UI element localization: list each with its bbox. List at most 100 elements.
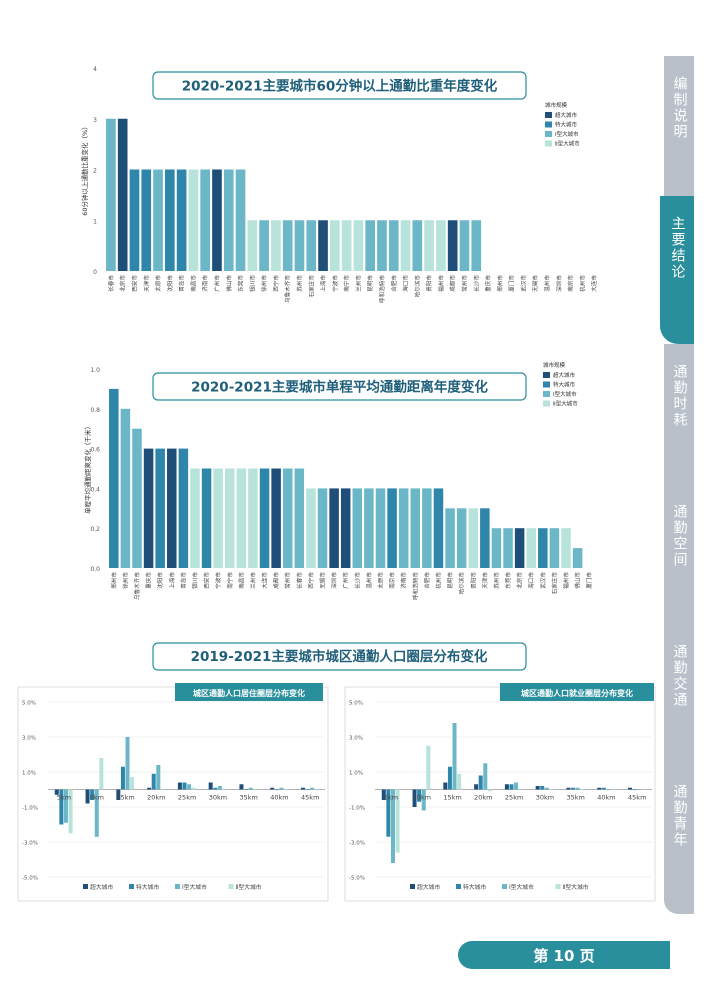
bar xyxy=(54,789,59,795)
chart-title-badge xyxy=(175,683,323,701)
bar xyxy=(375,488,386,568)
side-tab-commute-time[interactable]: 通勤时耗 xyxy=(664,344,694,484)
bar xyxy=(352,488,363,568)
bar xyxy=(222,789,227,791)
legend-label: Ⅱ型大城市 xyxy=(563,883,589,891)
x-tick-label: 常州市 xyxy=(284,572,292,589)
bar xyxy=(491,528,502,568)
bar xyxy=(253,789,258,791)
x-tick-label: 北京市 xyxy=(119,275,127,292)
y-axis-label: 60分钟以上通勤比重变化（%） xyxy=(80,123,89,215)
x-tick-label: 杭州市 xyxy=(434,572,442,589)
side-tab-intro[interactable]: 编制说明 xyxy=(664,56,694,196)
bar xyxy=(538,528,548,568)
side-tab-commute-space[interactable]: 通勤空间 xyxy=(664,484,694,624)
bar xyxy=(271,220,281,271)
x-tick-label: 沈阳市 xyxy=(166,275,174,292)
side-tab-conclusions[interactable]: 主要结论 xyxy=(660,196,694,344)
x-tick-label: 天津市 xyxy=(142,275,150,292)
bar xyxy=(417,789,422,802)
bar xyxy=(188,169,199,271)
side-tab-commute-traffic[interactable]: 通勤交通 xyxy=(664,624,694,764)
x-tick-label: 15km xyxy=(116,794,134,802)
bar xyxy=(575,787,580,790)
x-tick-label: 南宁市 xyxy=(226,572,234,589)
bar xyxy=(433,488,444,568)
bar xyxy=(239,784,244,790)
bar xyxy=(480,508,490,568)
x-tick-label: 厦门市 xyxy=(508,275,516,292)
bar xyxy=(544,787,549,790)
legend-label: 超大城市 xyxy=(417,883,440,891)
bar xyxy=(85,789,90,804)
bar xyxy=(284,789,289,791)
bar xyxy=(248,468,258,568)
bar xyxy=(377,220,387,271)
y-axis-label: 单程平均通勤距离变化（千米） xyxy=(83,423,92,514)
x-tick-label: 40km xyxy=(597,794,615,802)
legend-label: 特大城市 xyxy=(463,883,486,891)
x-tick-label: 南京市 xyxy=(567,275,575,292)
x-tick-label: 福州市 xyxy=(562,572,570,589)
x-tick-label: 35km xyxy=(239,794,257,802)
chart-title-box xyxy=(152,71,527,100)
legend-swatch xyxy=(410,884,415,889)
bar xyxy=(244,789,249,791)
y-tick-label: 4 xyxy=(93,66,97,73)
bar xyxy=(247,220,258,271)
legend-swatch xyxy=(555,884,561,889)
x-tick-label: 青岛市 xyxy=(178,275,186,292)
x-tick-label: 海口市 xyxy=(402,275,410,292)
bar xyxy=(421,789,426,811)
legend-label: 超大城市 xyxy=(553,371,576,379)
bar xyxy=(155,448,165,568)
x-tick-label: 西安市 xyxy=(203,572,211,589)
x-tick-label: 贵阳市 xyxy=(469,572,477,589)
bar xyxy=(395,789,400,853)
x-tick-label: 郑州市 xyxy=(110,572,118,589)
bar xyxy=(99,758,104,790)
legend-label: Ⅰ型大城市 xyxy=(555,130,579,138)
bar xyxy=(549,528,560,568)
bar xyxy=(94,789,99,837)
legend-swatch xyxy=(175,884,180,889)
bar xyxy=(177,782,182,790)
bar xyxy=(191,787,196,790)
x-tick-label: 大连市 xyxy=(590,275,598,292)
x-tick-label: 20km xyxy=(147,794,165,802)
x-tick-label: 北京市 xyxy=(516,572,524,589)
bar xyxy=(571,787,576,790)
side-tab-label: 通勤时耗 xyxy=(671,364,688,428)
bar xyxy=(474,784,479,790)
side-tab-commute-youth[interactable]: 通勤青年 xyxy=(664,764,694,914)
bar xyxy=(132,428,142,568)
legend-swatch xyxy=(502,884,507,889)
bar xyxy=(483,763,488,790)
bar xyxy=(274,789,279,791)
x-tick-label: 哈尔滨市 xyxy=(413,275,421,298)
bar xyxy=(117,118,128,271)
x-tick-label: 佛山市 xyxy=(225,275,233,292)
legend-swatch xyxy=(456,884,461,889)
y-tick-label: 0.2 xyxy=(90,526,100,533)
bar xyxy=(468,508,479,568)
x-tick-label: 沈阳市 xyxy=(156,572,164,589)
bar xyxy=(341,220,352,271)
bar xyxy=(572,548,583,568)
bar xyxy=(190,468,200,568)
bar xyxy=(641,789,646,791)
x-tick-label: 10km xyxy=(413,794,431,802)
x-tick-label: 东莞市 xyxy=(504,572,512,589)
bar xyxy=(561,528,571,568)
section-title: 2019-2021主要城市城区通勤人口圈层分布变化 xyxy=(191,648,488,665)
bar xyxy=(549,789,554,791)
bar xyxy=(340,488,351,568)
bar xyxy=(151,773,156,790)
x-tick-label: 天津市 xyxy=(481,572,489,589)
x-tick-label: 东莞市 xyxy=(237,275,245,292)
x-tick-label: 无锡市 xyxy=(531,275,539,292)
x-tick-label: 15km xyxy=(443,794,461,802)
legend-label: Ⅱ型大城市 xyxy=(553,400,578,408)
bar xyxy=(518,789,523,791)
x-tick-label: 合肥市 xyxy=(423,572,431,589)
